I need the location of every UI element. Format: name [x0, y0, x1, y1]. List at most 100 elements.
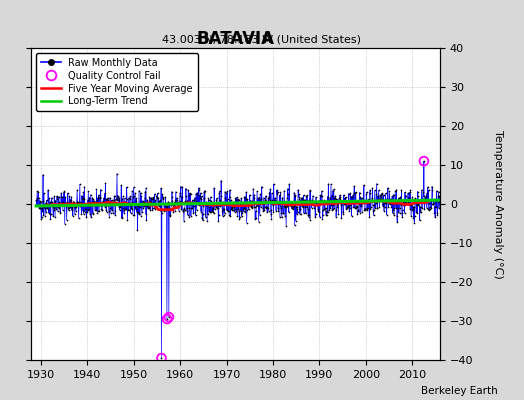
Point: [140, 199, 149, 206]
Point: [407, 200, 416, 207]
Point: [383, 195, 391, 202]
Point: [352, 189, 360, 196]
Point: [350, 204, 358, 210]
Point: [359, 198, 368, 205]
Point: [291, 193, 299, 200]
Point: [397, 196, 405, 202]
Point: [215, 188, 224, 194]
Point: [208, 206, 216, 212]
Point: [32, 202, 41, 208]
Point: [333, 204, 341, 210]
Point: [164, 199, 172, 205]
Point: [433, 210, 441, 216]
Point: [388, 200, 396, 206]
Point: [233, 213, 242, 220]
Point: [255, 194, 264, 201]
Point: [418, 187, 426, 193]
Point: [37, 199, 45, 205]
Point: [362, 191, 370, 198]
Point: [203, 218, 211, 224]
Point: [49, 207, 58, 214]
Point: [189, 197, 197, 203]
Point: [188, 201, 196, 207]
Point: [384, 204, 392, 210]
Point: [265, 193, 274, 200]
Point: [105, 208, 113, 214]
Point: [106, 194, 114, 201]
Point: [280, 203, 289, 209]
Point: [416, 204, 424, 210]
Point: [222, 202, 230, 208]
Point: [298, 203, 306, 209]
Point: [428, 187, 436, 193]
Point: [264, 205, 272, 211]
Point: [247, 204, 256, 210]
Point: [305, 212, 313, 218]
Point: [89, 210, 97, 216]
Point: [45, 202, 53, 208]
Point: [134, 203, 143, 209]
Point: [70, 202, 79, 208]
Point: [394, 205, 402, 212]
Point: [342, 194, 350, 200]
Point: [255, 199, 263, 205]
Point: [120, 206, 128, 213]
Y-axis label: Temperature Anomaly (°C): Temperature Anomaly (°C): [493, 130, 503, 278]
Point: [315, 198, 324, 204]
Point: [281, 203, 290, 210]
Point: [212, 203, 220, 210]
Point: [261, 196, 269, 203]
Point: [378, 190, 386, 196]
Point: [293, 209, 302, 215]
Point: [145, 205, 154, 211]
Point: [332, 214, 340, 220]
Point: [96, 186, 105, 193]
Point: [397, 187, 406, 194]
Point: [336, 198, 345, 204]
Point: [324, 209, 332, 215]
Point: [51, 198, 60, 204]
Point: [387, 199, 395, 205]
Point: [369, 212, 378, 219]
Point: [384, 185, 392, 191]
Point: [281, 204, 290, 210]
Point: [362, 206, 370, 212]
Point: [93, 195, 102, 201]
Point: [334, 197, 343, 204]
Point: [121, 198, 129, 205]
Point: [217, 178, 225, 184]
Point: [435, 202, 444, 208]
Point: [130, 192, 138, 199]
Point: [406, 189, 414, 196]
Point: [104, 197, 112, 204]
Point: [72, 198, 81, 205]
Point: [249, 199, 257, 206]
Point: [59, 199, 68, 205]
Point: [222, 200, 231, 206]
Point: [365, 214, 374, 220]
Point: [69, 198, 78, 205]
Point: [179, 208, 187, 214]
Point: [311, 211, 320, 217]
Point: [243, 196, 252, 203]
Point: [243, 207, 251, 213]
Point: [96, 195, 104, 202]
Point: [363, 189, 371, 196]
Point: [346, 200, 355, 206]
Point: [86, 200, 94, 206]
Point: [283, 203, 291, 209]
Point: [268, 202, 277, 208]
Point: [421, 194, 430, 201]
Point: [299, 204, 308, 210]
Point: [283, 195, 291, 201]
Point: [250, 192, 258, 198]
Point: [168, 194, 177, 200]
Point: [121, 195, 129, 202]
Point: [93, 197, 101, 203]
Point: [40, 190, 48, 196]
Point: [408, 206, 416, 213]
Point: [61, 200, 70, 206]
Point: [103, 196, 111, 203]
Point: [385, 199, 394, 205]
Point: [142, 185, 150, 191]
